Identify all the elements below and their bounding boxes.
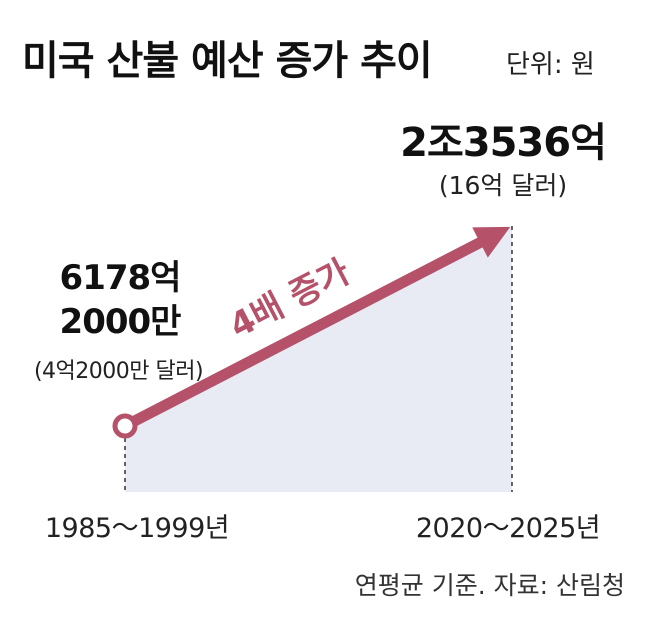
end-value-usd: (16억 달러) [438,171,568,200]
end-value-label: 2조3536억 [400,120,607,166]
growth-arrow-head [472,226,511,258]
start-value-line2: 2000만 [59,302,182,342]
start-value-usd: (4억2000만 달러) [33,359,204,384]
area-fill [125,226,512,492]
start-point-marker [112,413,138,439]
period-label-start: 1985～1999년 [44,513,230,544]
source-note: 연평균 기준. 자료: 산림청 [354,571,625,600]
start-value-line1: 6178억 [59,258,182,298]
start-value-label: 6178억 2000만 [30,256,210,344]
growth-arrow-line [131,236,485,427]
chart-title: 미국 산불 예산 증가 추이 [22,38,433,84]
period-label-end: 2020～2025년 [415,513,601,544]
unit-label: 단위: 원 [506,50,595,80]
